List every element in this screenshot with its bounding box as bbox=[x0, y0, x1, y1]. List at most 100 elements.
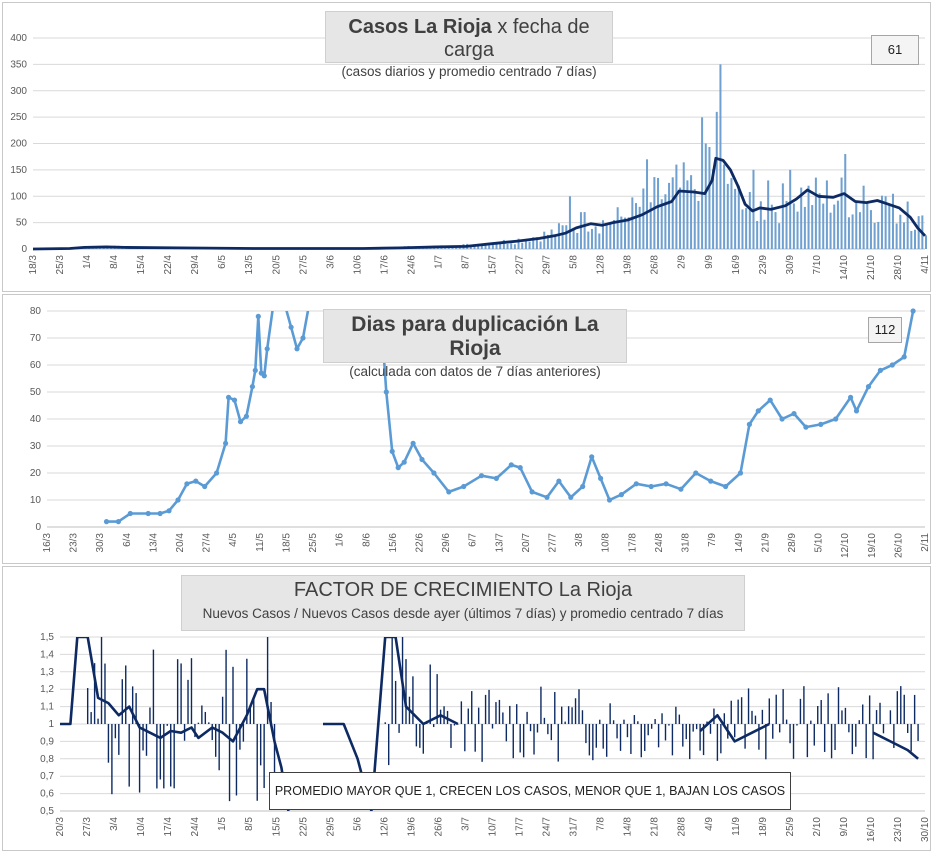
duplication-point bbox=[410, 440, 416, 446]
y-tick-label: 250 bbox=[10, 112, 27, 123]
duplication-point bbox=[556, 478, 562, 484]
x-tick-label: 21/8 bbox=[650, 817, 661, 837]
daily-bar bbox=[906, 201, 909, 249]
duplication-point bbox=[184, 481, 190, 487]
x-tick-label: 15/6 bbox=[388, 533, 399, 553]
x-tick-label: 16/10 bbox=[866, 817, 877, 842]
daily-bar bbox=[723, 164, 726, 249]
x-tick-label: 5/6 bbox=[352, 817, 363, 831]
daily-bar bbox=[539, 241, 542, 249]
x-tick-label: 18/3 bbox=[28, 255, 39, 275]
x-tick-label: 20/7 bbox=[521, 533, 532, 553]
daily-bar bbox=[829, 212, 832, 249]
daily-bar bbox=[902, 222, 905, 249]
duplication-point bbox=[231, 397, 238, 403]
daily-bar bbox=[675, 164, 678, 249]
daily-bar bbox=[811, 205, 814, 249]
duplication-point bbox=[818, 421, 824, 427]
duplication-point bbox=[157, 510, 163, 517]
y-tick-label: 300 bbox=[10, 86, 27, 97]
daily-bar bbox=[488, 245, 491, 249]
duplication-point bbox=[708, 478, 714, 484]
x-tick-label: 26/6 bbox=[433, 817, 444, 837]
x-tick-label: 22/5 bbox=[298, 817, 309, 837]
x-tick-label: 24/7 bbox=[542, 817, 553, 837]
daily-bar bbox=[635, 203, 638, 249]
daily-bar bbox=[858, 212, 861, 249]
x-tick-label: 22/4 bbox=[163, 255, 174, 275]
daily-bar bbox=[719, 64, 722, 249]
chart-title-duplicacion: Dias para duplicación La Rioja (calculad… bbox=[323, 309, 627, 379]
x-tick-label: 23/3 bbox=[69, 533, 80, 553]
duplication-point bbox=[395, 465, 401, 471]
duplication-point bbox=[693, 470, 699, 476]
daily-bar bbox=[576, 232, 579, 249]
duplication-point bbox=[568, 494, 574, 500]
x-tick-label: 28/10 bbox=[893, 255, 904, 280]
daily-bar bbox=[869, 210, 872, 249]
title-rest: x fecha de carga bbox=[443, 16, 590, 61]
y-tick-label: 20 bbox=[30, 468, 42, 479]
daily-bar bbox=[568, 196, 571, 249]
duplication-point bbox=[264, 346, 270, 352]
x-tick-label: 12/10 bbox=[840, 533, 851, 558]
x-tick-label: 25/3 bbox=[55, 255, 66, 275]
daily-bar bbox=[873, 222, 876, 249]
x-tick-label: 13/7 bbox=[494, 533, 505, 553]
daily-bar bbox=[778, 223, 781, 249]
x-tick-label: 10/8 bbox=[601, 533, 612, 553]
daily-bar bbox=[704, 143, 707, 249]
daily-bar bbox=[642, 188, 645, 249]
x-tick-label: 27/3 bbox=[82, 817, 93, 837]
duplication-point bbox=[300, 335, 306, 341]
x-tick-label: 23/9 bbox=[758, 255, 769, 275]
chart-panel-factor: 0,5 0,6 0,7 0,8 0,9 1 1,1 1,2 1,3 1,4 1,5 20/3 27/3 3… bbox=[2, 566, 931, 851]
x-tick-label: 19/10 bbox=[867, 533, 878, 558]
daily-bar bbox=[623, 217, 627, 249]
x-tick-label: 26/8 bbox=[650, 255, 661, 275]
x-tick-label: 25/9 bbox=[785, 817, 796, 837]
duplication-point bbox=[755, 408, 761, 414]
y-tick-label: 1 bbox=[48, 719, 54, 730]
duplication-point bbox=[478, 473, 485, 479]
x-tick-label: 8/6 bbox=[361, 533, 372, 547]
x-tick-label: 3/6 bbox=[325, 255, 336, 269]
daily-bar bbox=[910, 230, 913, 249]
daily-bar bbox=[844, 154, 847, 249]
y-tick-label: 30 bbox=[30, 441, 42, 452]
daily-bar bbox=[796, 211, 799, 249]
x-tick-label: 28/8 bbox=[677, 817, 688, 837]
duplication-point bbox=[746, 421, 753, 427]
daily-bar bbox=[877, 221, 880, 249]
daily-bar bbox=[701, 117, 704, 249]
duplication-point bbox=[580, 483, 586, 490]
duplication-point bbox=[127, 510, 133, 517]
daily-bar bbox=[913, 229, 917, 249]
daily-bar bbox=[565, 225, 568, 249]
title-main: FACTOR DE CRECIMIENTO La Rioja bbox=[293, 579, 633, 601]
y-tick-label: 1,4 bbox=[40, 649, 54, 660]
x-tick-label: 9/9 bbox=[704, 255, 715, 269]
x-tick-label: 2/10 bbox=[812, 817, 823, 837]
daily-bar bbox=[646, 159, 649, 249]
x-tick-label: 16/9 bbox=[731, 255, 742, 275]
chart-subtitle-casos: (casos diarios y promedio centrado 7 día… bbox=[341, 64, 597, 79]
x-tick-label: 11/5 bbox=[255, 533, 266, 552]
daily-bar bbox=[880, 195, 883, 249]
duplication-point bbox=[877, 367, 884, 373]
x-tick-label: 20/4 bbox=[175, 533, 186, 553]
y-tick-label: 1,1 bbox=[40, 702, 54, 713]
y-tick-label: 60 bbox=[30, 360, 42, 371]
x-tick-label: 25/5 bbox=[308, 533, 319, 553]
daily-bar bbox=[825, 180, 828, 249]
duplication-point bbox=[517, 465, 523, 471]
daily-bar bbox=[840, 177, 843, 249]
duplication-point bbox=[249, 384, 255, 390]
duplication-point bbox=[678, 486, 684, 492]
y-tick-label: 10 bbox=[30, 495, 42, 506]
x-tick-label: 10/4 bbox=[136, 817, 147, 837]
daily-bar bbox=[822, 203, 825, 249]
daily-bar bbox=[789, 169, 792, 249]
daily-bar bbox=[506, 243, 509, 249]
y-tick-label: 80 bbox=[30, 306, 42, 317]
